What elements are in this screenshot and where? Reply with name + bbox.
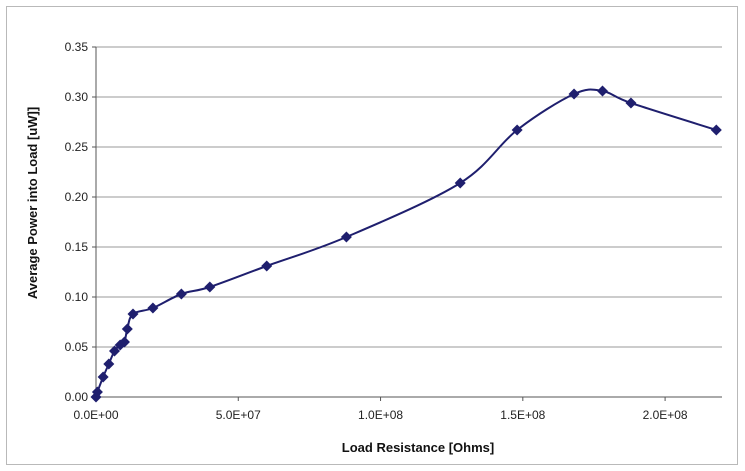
axes	[92, 46, 722, 401]
data-point-marker	[147, 302, 159, 314]
x-tick-label: 1.0E+08	[358, 408, 403, 422]
x-tick-label: 0.0E+00	[73, 408, 118, 422]
data-point-marker	[204, 281, 216, 293]
chart: 0.00 0.05 0.10 0.15 0.20 0.25 0.30 0.35 0.0E+00…	[25, 40, 722, 455]
x-tick-label: 1.5E+08	[500, 408, 545, 422]
y-tick-label: 0.10	[65, 290, 89, 304]
data-point-marker	[568, 88, 580, 100]
y-tick-label: 0.05	[65, 340, 89, 354]
x-axis-title: Load Resistance [Ohms]	[342, 440, 494, 455]
data-series	[90, 85, 722, 403]
chart-frame: 0.00 0.05 0.10 0.15 0.20 0.25 0.30 0.35 0.0E+00…	[6, 6, 738, 465]
data-point-marker	[175, 288, 187, 300]
data-point-marker	[710, 124, 722, 136]
y-tick-label: 0.25	[65, 140, 89, 154]
y-tick-label: 0.35	[65, 40, 89, 54]
data-point-marker	[118, 336, 130, 348]
data-point-marker	[454, 177, 466, 189]
data-point-marker	[596, 85, 608, 97]
y-axis-title: Average Power into Load [uW]]	[25, 107, 40, 299]
y-tick-labels: 0.00 0.05 0.10 0.15 0.20 0.25 0.30 0.35	[65, 40, 89, 404]
data-point-marker	[511, 124, 523, 136]
gridlines	[96, 46, 722, 348]
x-tick-label: 5.0E+07	[216, 408, 261, 422]
x-tick-label: 2.0E+08	[643, 408, 688, 422]
data-point-marker	[625, 97, 637, 109]
series-line	[95, 88, 717, 398]
data-point-marker	[261, 260, 273, 272]
data-point-marker	[340, 231, 352, 243]
data-point-marker	[108, 345, 120, 357]
data-point-marker	[97, 371, 109, 383]
data-point-marker	[127, 308, 139, 320]
data-point-marker	[103, 358, 115, 370]
y-tick-label: 0.20	[65, 190, 89, 204]
y-tick-label: 0.15	[65, 240, 89, 254]
y-tick-label: 0.00	[65, 390, 89, 404]
data-point-marker	[121, 323, 133, 335]
data-point-marker	[91, 386, 103, 398]
x-tick-labels: 0.0E+00 5.0E+07 1.0E+08 1.5E+08 2.0E+08	[73, 408, 687, 422]
y-tick-label: 0.30	[65, 90, 89, 104]
